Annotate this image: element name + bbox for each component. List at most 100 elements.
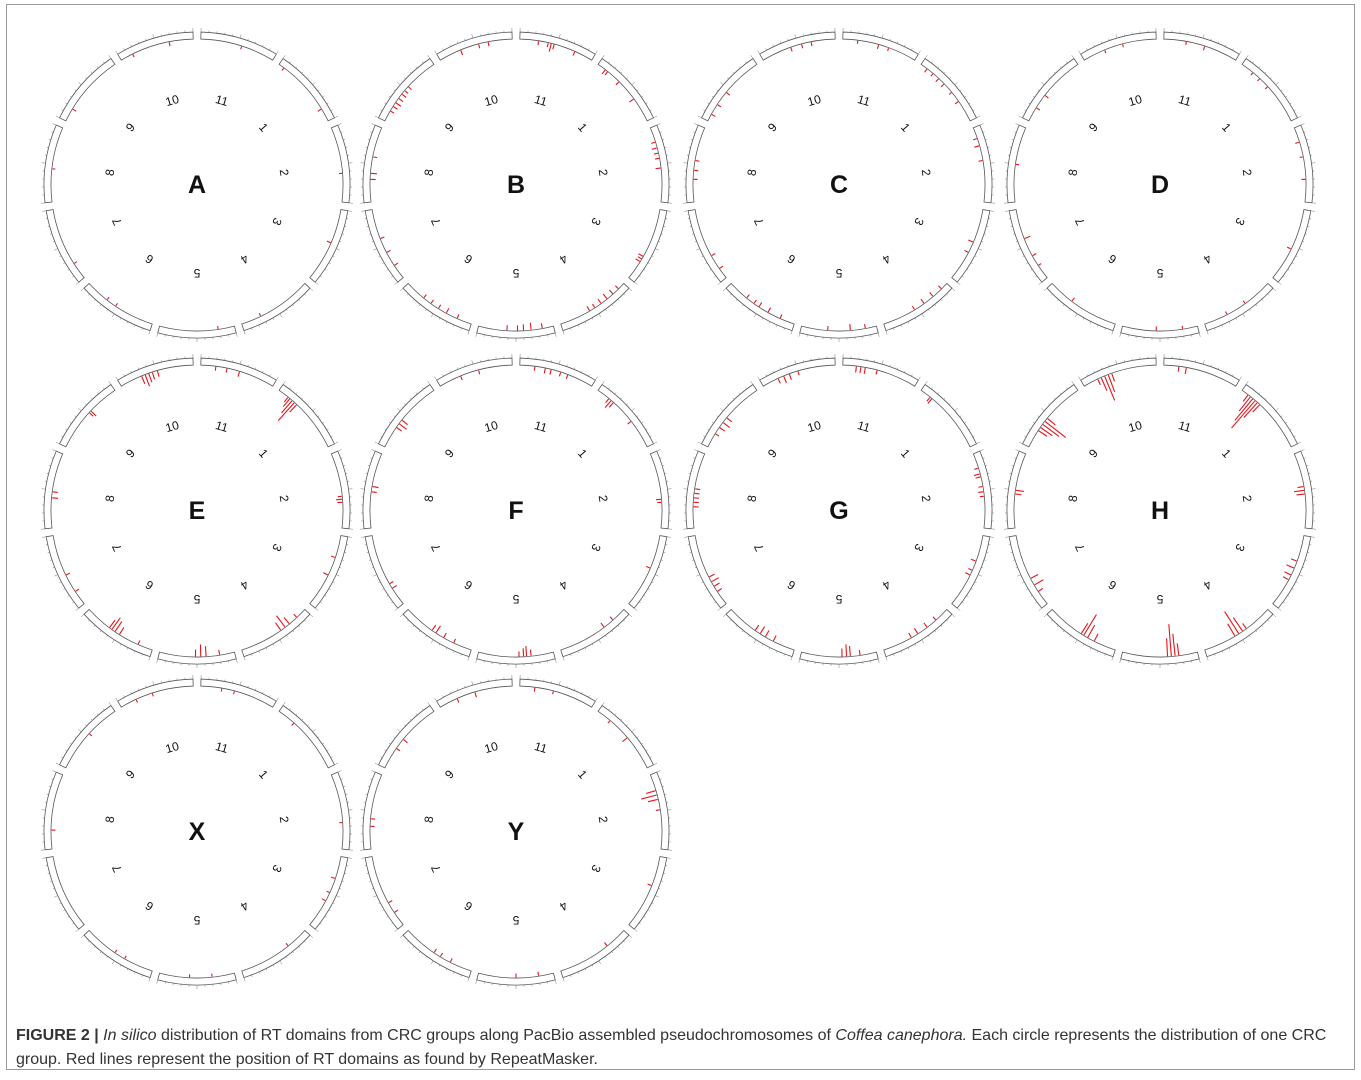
scale-tick [1255, 630, 1258, 633]
scale-tick [467, 977, 470, 982]
scale-tick [236, 332, 238, 337]
rt-domain-mark [558, 372, 562, 377]
scale-tick [1278, 281, 1282, 285]
circos-panel-c: 1 2 3 4 5 6 7 8 9 10 11 C [683, 28, 995, 342]
chromosome-segment [200, 678, 277, 708]
scale-tick [445, 321, 448, 324]
scale-tick [1303, 457, 1306, 459]
chromosome-segment [59, 57, 116, 122]
scale-tick [748, 309, 750, 312]
scale-tick [80, 935, 85, 939]
scale-tick [367, 465, 370, 467]
scale-tick [254, 41, 257, 44]
scale-tick [634, 928, 638, 932]
scale-tick [460, 653, 462, 656]
scale-tick [970, 262, 973, 264]
scale-tick [605, 635, 607, 638]
rt-domain-mark [935, 78, 939, 83]
rt-domain-mark [1097, 379, 1101, 386]
rt-domain-mark [615, 81, 620, 86]
scale-tick [1086, 374, 1088, 377]
scale-tick [985, 139, 988, 141]
scale-tick [617, 946, 620, 948]
rt-domain-mark [948, 92, 952, 95]
rt-domain-mark [1038, 263, 1042, 266]
rt-domain-mark [404, 90, 409, 94]
scale-tick [638, 601, 641, 604]
scale-tick [584, 968, 587, 971]
scale-tick [382, 262, 385, 264]
chromosome-segment [362, 124, 383, 204]
scale-tick [662, 465, 665, 467]
scale-tick [130, 370, 132, 373]
scale-tick [254, 367, 257, 370]
scale-tick [889, 38, 891, 41]
scale-tick [772, 370, 774, 373]
scale-tick [656, 449, 661, 452]
chromosome-label: 7 [751, 541, 767, 553]
chromosome-segment [278, 57, 335, 122]
scale-tick [286, 956, 288, 959]
chromosome-label: 1 [575, 120, 590, 134]
chromosome-label: 5 [1156, 592, 1163, 606]
scale-tick [656, 123, 661, 126]
scale-tick [1028, 428, 1031, 431]
rt-domain-mark [801, 44, 804, 49]
scale-tick [80, 288, 85, 292]
rt-domain-mark [572, 51, 576, 56]
scale-tick [1278, 607, 1282, 611]
scale-tick [1005, 210, 1010, 212]
scale-tick [48, 786, 51, 788]
scale-tick [1289, 102, 1292, 105]
circos-panel-g: 1 2 3 4 5 6 7 8 9 10 11 G [683, 354, 995, 668]
chromosome-segment [597, 57, 654, 122]
scale-tick [456, 41, 459, 44]
chromosome-label: 8 [102, 815, 117, 824]
scale-tick [690, 139, 693, 141]
chromosome-label: 11 [1177, 418, 1193, 435]
scale-tick [1245, 381, 1249, 385]
rt-domain-mark [141, 376, 146, 385]
scale-tick [581, 370, 583, 373]
scale-tick [65, 749, 68, 752]
scale-tick [415, 392, 418, 395]
scale-tick [981, 241, 984, 243]
scale-tick [735, 625, 738, 627]
chromosome-segment [1272, 209, 1312, 283]
rt-domain-mark [1296, 493, 1305, 496]
scale-tick [50, 880, 53, 882]
chromosome-segment [1080, 31, 1157, 61]
scale-tick [67, 916, 70, 918]
scale-tick [1032, 421, 1035, 424]
scale-tick [415, 713, 418, 716]
rt-domain-mark [137, 640, 141, 645]
rt-domain-mark [529, 649, 532, 656]
rt-domain-mark [783, 376, 787, 384]
scale-tick [667, 488, 672, 490]
rt-domain-mark [753, 299, 757, 304]
chromosome-label: 10 [483, 418, 500, 435]
scale-tick [711, 421, 714, 424]
scale-tick [978, 248, 982, 251]
scale-tick [370, 778, 373, 780]
scale-tick [330, 109, 333, 112]
scale-tick [137, 688, 140, 691]
scale-tick [148, 330, 151, 335]
rt-domain-mark [394, 909, 399, 913]
scale-tick [631, 407, 635, 411]
scale-tick [937, 66, 940, 69]
scale-tick [924, 381, 928, 385]
chromosome-segment [59, 383, 116, 448]
scale-tick [340, 131, 343, 133]
scale-tick [1249, 635, 1251, 638]
rt-domain-mark [923, 622, 928, 628]
scale-tick [555, 658, 557, 663]
scale-tick [108, 702, 112, 706]
scale-tick [1017, 574, 1021, 577]
scale-tick [701, 255, 704, 257]
chromosome-segment [1008, 535, 1048, 609]
rt-domain-mark [1232, 617, 1243, 632]
rt-domain-mark [855, 366, 857, 373]
scale-tick [269, 374, 271, 377]
rt-domain-mark [711, 113, 716, 117]
